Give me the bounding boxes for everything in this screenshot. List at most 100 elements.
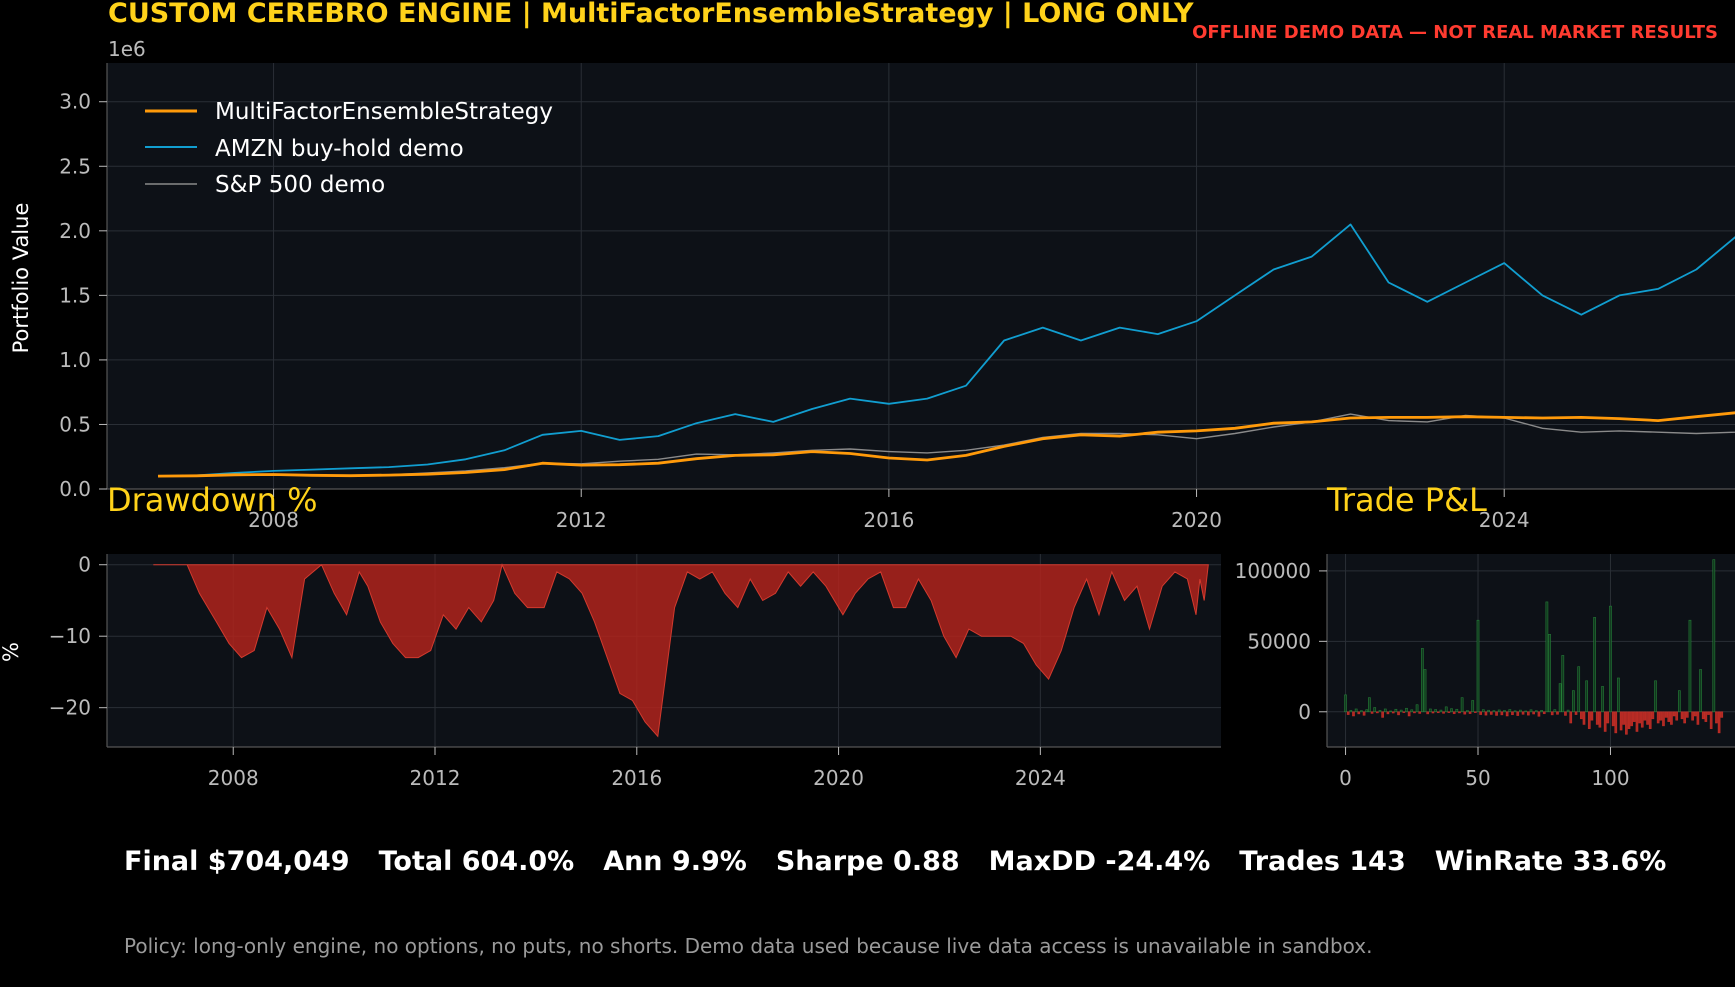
trade-pnl-bar [1537,711,1541,717]
trade-pnl-bar [1481,709,1485,713]
trade-pnl-bar [1632,711,1636,722]
drawdown-x-tick-label: 2016 [611,766,662,790]
trade-pnl-title: Trade P&L [1326,481,1487,519]
drawdown-y-tick-label: −10 [49,624,91,648]
trade-pnl-bar [1357,711,1361,715]
equity-plot-area [107,63,1735,489]
trade-pnl-bar [1704,711,1708,722]
trade-pnl-bar [1638,711,1641,724]
trade-pnl-bar [1452,711,1456,715]
trade-pnl-bar [1717,711,1721,734]
trade-pnl-bar [1603,711,1607,732]
trade-pnl-bar [1609,605,1612,713]
strategy-line [157,411,1735,478]
trade-pnl-bar [1519,709,1522,713]
trade-pnl-bar [1646,711,1649,725]
trade-pnl-bar [1495,711,1498,716]
trade-pnl-bar [1566,709,1570,713]
trade-pnl-bar [1640,711,1644,728]
drawdown-title: Drawdown % [107,481,318,519]
stat-maxdd: MaxDD -24.4% [988,846,1211,877]
equity-y-tick-label: 0.5 [59,412,91,436]
trade-pnl-bar [1513,710,1517,713]
trade-pnl-y-tick-label: 50000 [1247,629,1311,653]
trade-pnl-bar [1368,697,1371,713]
trade-pnl-bar [1598,711,1602,728]
drawdown-y-ticks: 0 −10 −20 [49,553,107,720]
trade-pnl-bar [1558,683,1562,713]
stat-trades: Trades 143 [1239,846,1406,877]
trade-pnl-bar [1362,711,1366,716]
trade-pnl-bar [1399,709,1403,713]
trade-pnl-bar [1434,709,1437,713]
drawdown-y-tick-label: 0 [78,553,91,577]
stat-final: Final $704,049 [124,846,350,877]
trade-pnl-bar [1505,711,1509,717]
trade-pnl-bar [1678,690,1681,713]
trade-pnl-bar [1670,711,1673,725]
trade-pnl-bar [1601,686,1604,713]
trade-pnl-bar [1672,711,1676,717]
trade-pnl-bar [1463,711,1467,715]
trade-pnl-bar [1577,666,1581,713]
trade-pnl-bar [1659,711,1663,721]
trade-pnl-bar [1460,697,1464,713]
trade-pnl-bar [1436,711,1440,714]
drawdown-x-tick-label: 2024 [1015,766,1066,790]
trade-pnl-bar [1421,648,1424,713]
trade-pnl-bar [1606,711,1610,724]
legend-label-sp500: S&P 500 demo [215,172,385,198]
trade-pnl-bar [1540,710,1543,713]
trade-pnl-bar [1611,711,1615,727]
trade-pnl-bar [1556,711,1559,715]
trade-pnl-bar [1415,704,1419,713]
trade-pnl-bar [1526,711,1530,716]
drawdown-x-tick-label: 2008 [208,766,259,790]
trade-pnl-bar [1352,711,1355,717]
stat-total: Total 604.0% [378,846,575,877]
equity-y-tick-label: 2.0 [59,219,91,243]
trade-pnl-bar [1479,711,1483,715]
trade-pnl-bar [1389,710,1392,713]
trade-pnl-bar [1542,711,1546,715]
trade-pnl-bar [1664,711,1668,718]
trade-pnl-bar [1630,711,1634,727]
trade-pnl-bar [1492,710,1496,713]
trade-pnl-bar [1394,708,1398,713]
trade-pnl-bar [1683,711,1687,724]
trade-pnl-bar [1569,711,1573,724]
trade-pnl-bar [1508,709,1512,713]
trade-pnl-bar [1699,669,1702,713]
trade-pnl-bar [1497,709,1501,713]
equity-x-tick-label: 2020 [1171,508,1222,532]
stat-sharpe: Sharpe 0.88 [775,846,960,877]
legend-label-amzn: AMZN buy-hold demo [215,136,464,162]
equity-y-ticks: 0.0 0.5 1.0 1.5 2.0 2.5 3.0 [59,90,107,501]
trade-pnl-bar [1484,711,1488,716]
trade-pnl-bar [1402,711,1406,713]
drawdown-x-ticks: 2008 2012 2016 2020 2024 [208,747,1066,790]
trade-pnl-bar [1675,711,1679,721]
trade-pnl-bar [1662,711,1665,727]
trade-pnl-bar [1407,711,1411,717]
trade-pnl-bar [1500,711,1504,716]
trade-pnl-bars [1344,559,1724,735]
trade-pnl-bar [1667,711,1671,722]
trade-pnl-bar [1346,711,1350,715]
drawdown-y-label: % [0,642,23,662]
trade-pnl-x-tick-label: 0 [1339,766,1352,790]
equity-y-tick-label: 0.0 [59,477,91,501]
trade-pnl-bar [1548,633,1551,713]
equity-y-offset-label: 1e6 [108,37,146,61]
equity-grid [107,63,1735,490]
trade-pnl-bar [1397,711,1400,716]
trade-pnl-bar [1386,711,1390,715]
stat-winrate: WinRate 33.6% [1434,846,1667,877]
drawdown-x-tick-label: 2020 [813,766,864,790]
equity-legend: MultiFactorEnsembleStrategy AMZN buy-hol… [145,99,553,198]
trade-pnl-bar [1680,711,1684,720]
trade-pnl-bar [1474,711,1477,713]
trade-pnl-bar [1614,711,1618,734]
trade-pnl-bar [1360,710,1363,713]
trade-pnl-y-tick-label: 100000 [1235,559,1311,583]
